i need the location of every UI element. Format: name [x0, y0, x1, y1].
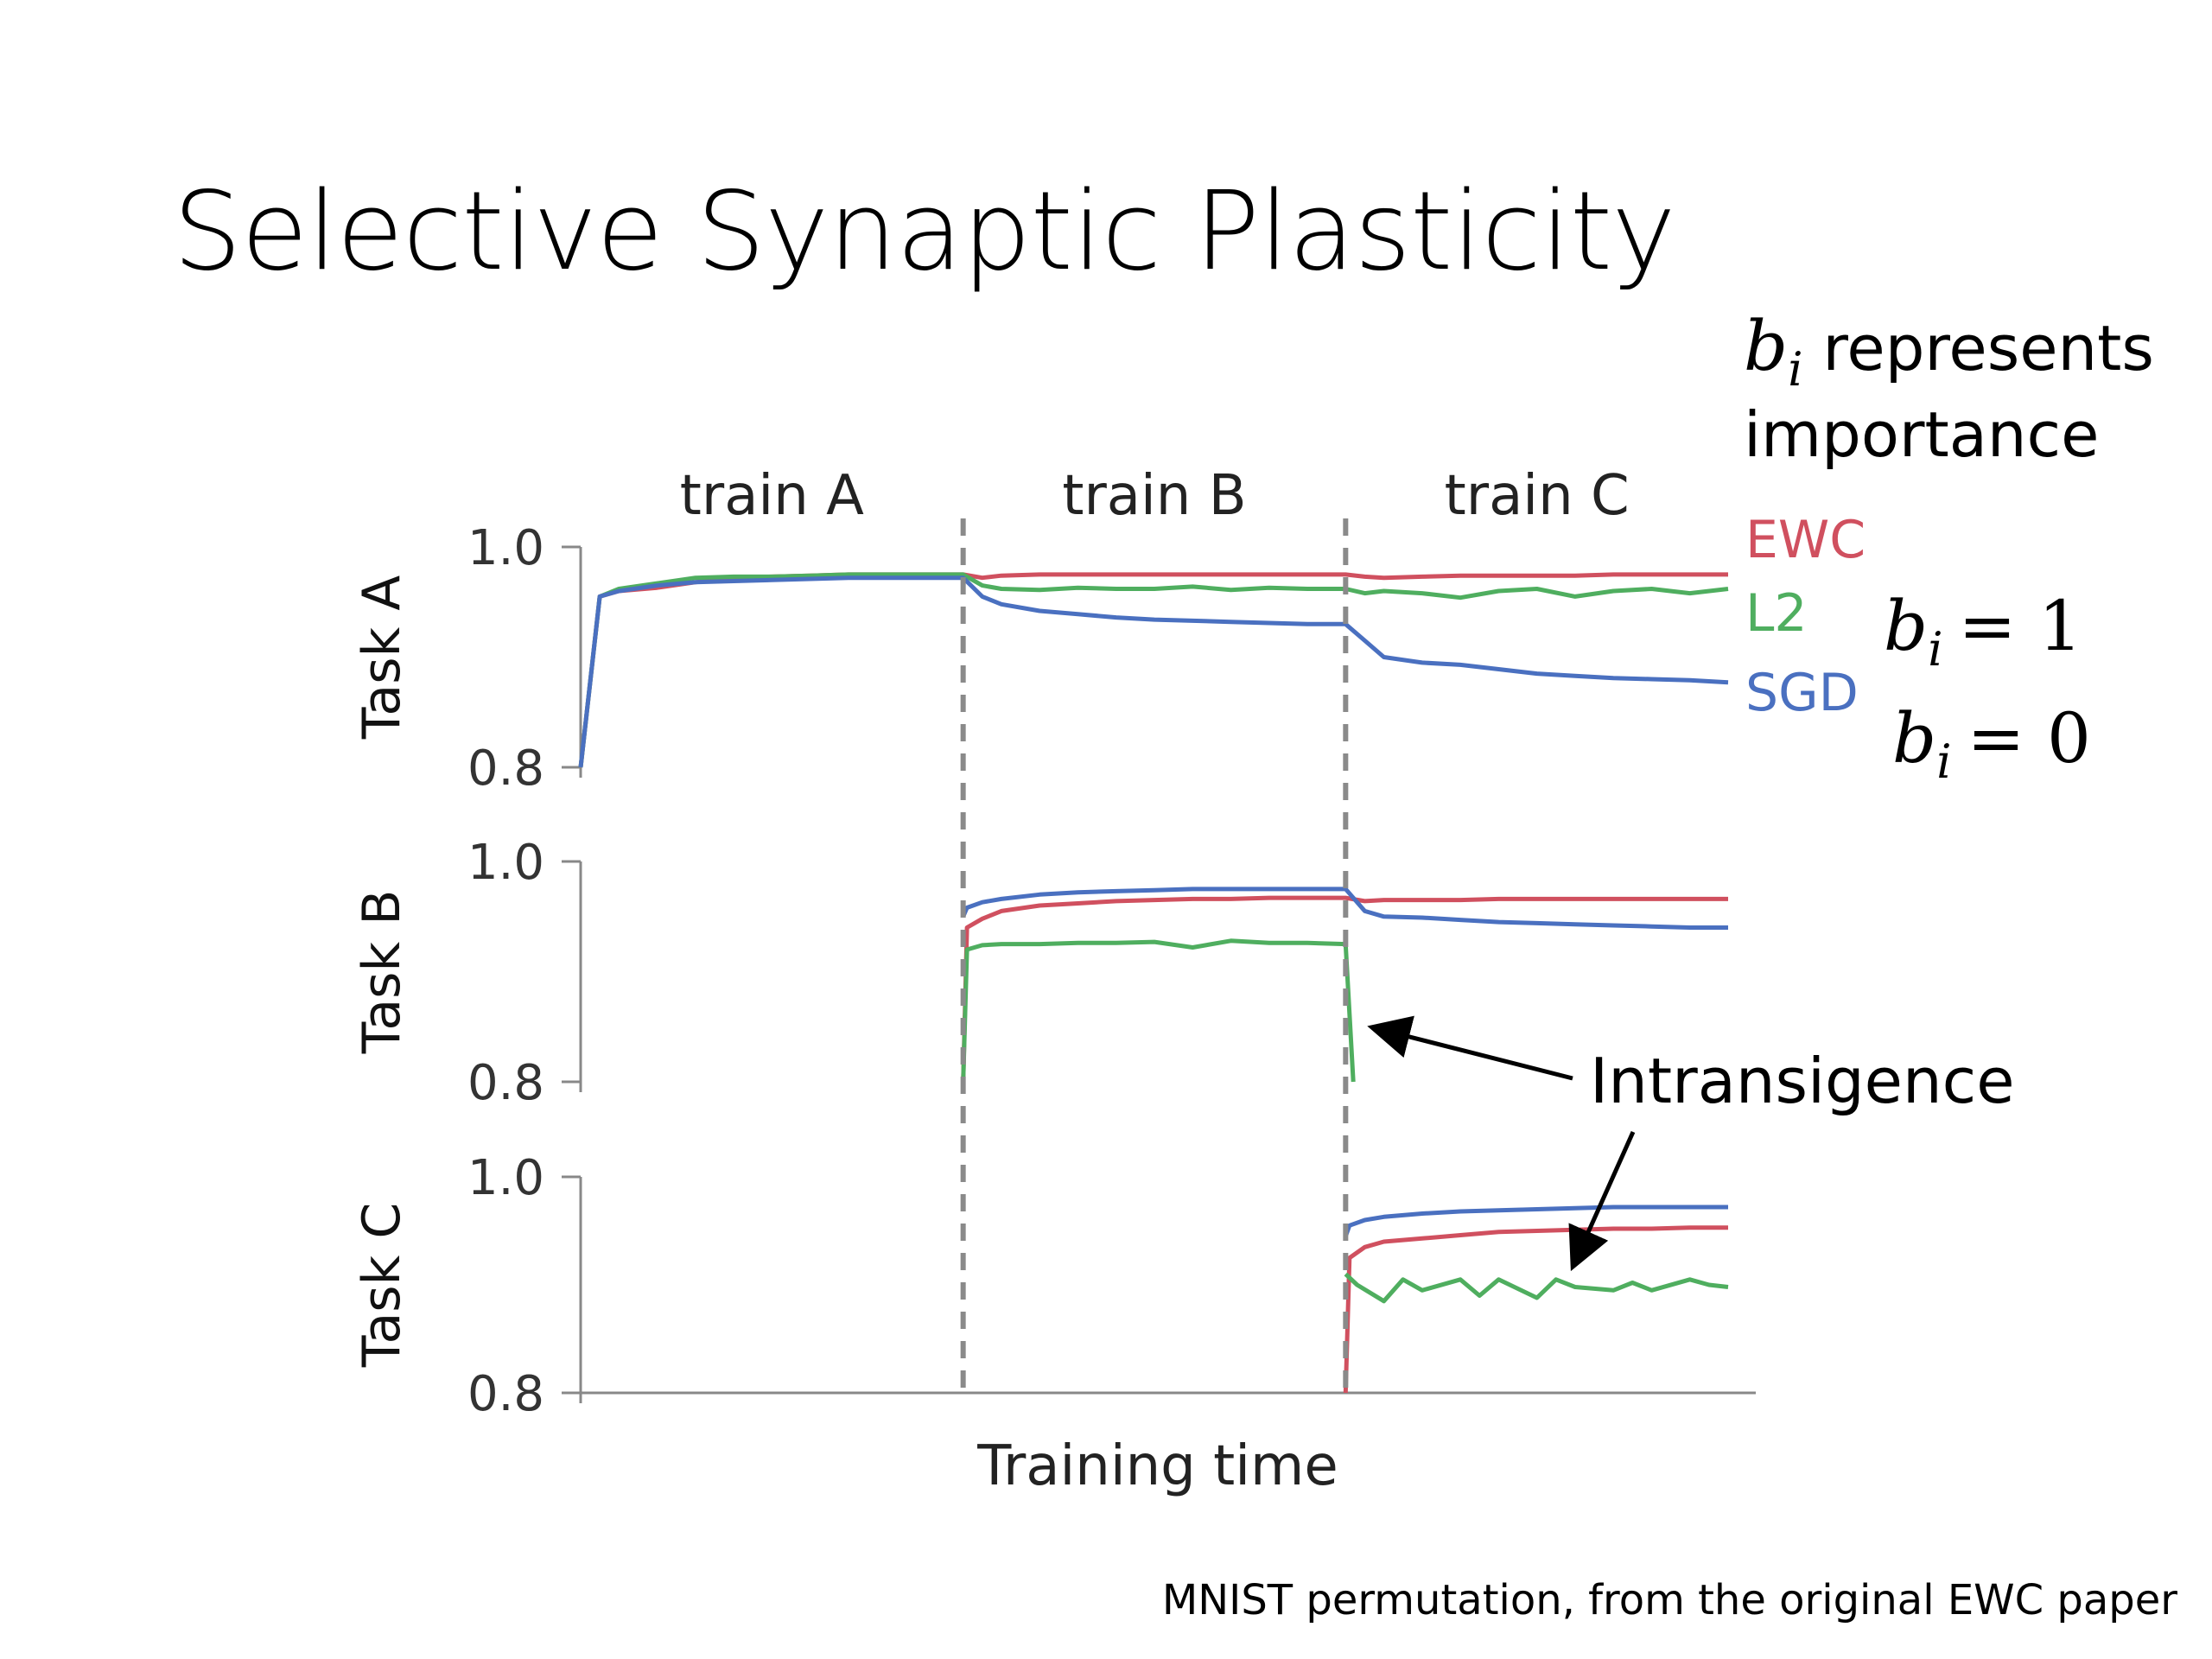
- annotation-arrow-task-c: [1568, 1130, 1636, 1272]
- series-line-l2: [1344, 1272, 1729, 1304]
- phase-labels: train A train B train C: [680, 464, 1630, 528]
- y-tick-label: 1.0: [467, 520, 544, 576]
- y-tick-label: 0.8: [467, 741, 544, 797]
- phase-dividers: [960, 518, 1349, 1393]
- legend-label-sgd: SGD: [1745, 663, 1859, 723]
- series-line-l2: [578, 572, 1729, 768]
- panel-task-c: 1.0 0.8 Task C: [352, 1150, 1756, 1422]
- panel-task-a: 1.0 0.8 Task A: [352, 520, 1729, 797]
- side-note-line2: importance: [1744, 398, 2099, 471]
- side-note-line1: bi represents: [1744, 306, 2154, 397]
- y-tick-label: 0.8: [467, 1055, 544, 1111]
- slide-title: Selective Synaptic Plasticity: [173, 168, 1676, 295]
- legend-label-ewc: EWC: [1745, 510, 1866, 570]
- legend-label-l2: L2: [1745, 583, 1808, 644]
- annotation-arrow-task-b: [1367, 1015, 1573, 1081]
- phase-label: train A: [680, 464, 864, 528]
- y-axis-label: Task A: [352, 575, 412, 741]
- y-tick-label: 1.0: [467, 1150, 544, 1206]
- panel-task-b: 1.0 0.8 Task B: [352, 835, 1728, 1111]
- series-line-ewc: [961, 895, 1728, 1083]
- series-line-sgd: [1343, 1205, 1728, 1237]
- x-axis-label: Training time: [976, 1434, 1338, 1498]
- equation-bi-1: bi = 1: [1884, 586, 2082, 677]
- annotation-intransigence: Intransigence: [1590, 1045, 2014, 1117]
- y-axis-label: Task C: [352, 1203, 412, 1368]
- phase-label: train C: [1445, 464, 1630, 528]
- chart-panels: 1.0 0.8 Task A 1.0 0.8 Task B 1.0 0.8 Task C: [352, 520, 1756, 1422]
- series-line-sgd: [578, 575, 1729, 768]
- equation-bi-0: bi = 0: [1892, 698, 2091, 789]
- series-line-ewc: [1343, 1225, 1728, 1394]
- caption: MNIST permutation, from the original EWC…: [1161, 1576, 2177, 1624]
- y-tick-label: 1.0: [467, 835, 544, 891]
- series-line-sgd: [961, 887, 1728, 930]
- series-line-l2: [961, 938, 1356, 1083]
- phase-label: train B: [1062, 464, 1246, 528]
- y-tick-label: 0.8: [467, 1366, 544, 1422]
- legend: EWC L2 SGD: [1745, 510, 1866, 723]
- y-axis-label: Task B: [352, 890, 412, 1055]
- series-line-ewc: [578, 572, 1728, 768]
